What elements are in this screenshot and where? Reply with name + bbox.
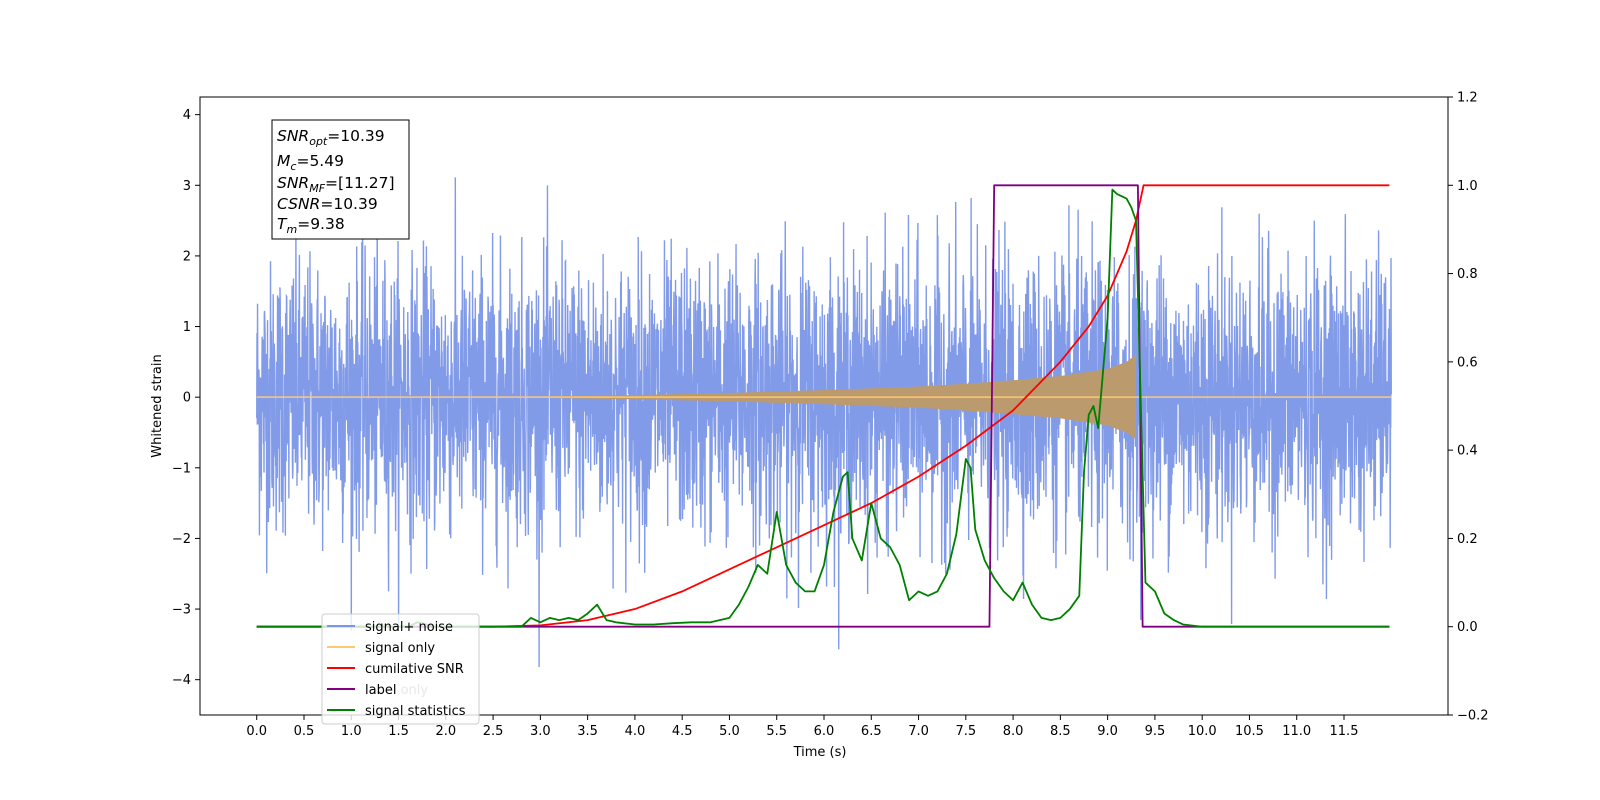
legend-label-signal-statistics: signal statistics	[365, 704, 466, 719]
annotation-box: SNRopt=10.39 Mc=5.49 SNRMF=[11.27] CSNR=…	[271, 119, 410, 240]
legend-label-signal-noise: signal+ noise	[365, 620, 453, 635]
y-right-tick-label: 0.8	[1457, 267, 1478, 282]
x-tick-label: 1.5	[388, 724, 409, 739]
y-left-tick-label: 0	[183, 391, 191, 406]
legend-frame	[321, 613, 480, 725]
y-right-tick-label: −0.2	[1457, 709, 1489, 724]
series-signal-plus-noise	[256, 177, 1392, 668]
y-left-tick-label: −1	[172, 461, 191, 476]
x-tick-label: 3.0	[530, 724, 551, 739]
y-right-tick-label: 1.2	[1457, 91, 1478, 106]
y-left-tick-label: 3	[183, 179, 191, 194]
y-right-tick-label: 0.6	[1457, 355, 1478, 370]
x-tick-label: 10.0	[1188, 724, 1217, 739]
x-tick-label: 2.5	[483, 724, 504, 739]
annotation-mc: Mc=5.49	[277, 152, 344, 173]
x-axis-label: Time (s)	[793, 745, 847, 760]
y-left-tick-label: −4	[172, 673, 191, 688]
cumilative-snr-line	[256, 184, 1390, 628]
label-line	[256, 184, 1390, 628]
y-right-tick-label: 0.4	[1457, 444, 1478, 459]
y-left-tick-label: −2	[172, 532, 191, 547]
legend-label-cumilative-snr: cumilative SNR	[365, 662, 464, 677]
legend-label-label-only: label only	[365, 683, 428, 698]
annotation-snr-mf: SNRMF=[11.27]	[277, 174, 395, 195]
annotation-frame	[271, 119, 410, 240]
annotation-mc-value: 5.49	[309, 152, 344, 170]
x-tick-label: 1.0	[341, 724, 362, 739]
x-tick-label: 2.0	[435, 724, 456, 739]
x-tick-label: 8.5	[1050, 724, 1071, 739]
x-tick-label: 6.0	[814, 724, 835, 739]
y-left-tick-label: 2	[183, 249, 191, 264]
x-tick-label: 11.5	[1330, 724, 1359, 739]
x-axis: 0.0 0.5 1.0 1.5 2.0 2.5 3.0 3.5 4.0 4.5 5.0 5.5 6.0 6…	[246, 715, 1358, 739]
signal-statistics-line	[256, 188, 1390, 628]
annotation-snr-opt-value: 10.39	[340, 127, 384, 145]
y-left-tick-label: −3	[172, 603, 191, 618]
x-tick-label: 4.5	[672, 724, 693, 739]
x-tick-label: 10.5	[1235, 724, 1264, 739]
y-right-tick-label: 0.0	[1457, 620, 1478, 635]
series-cumulative-snr	[256, 184, 1390, 628]
x-tick-label: 8.0	[1003, 724, 1024, 739]
x-tick-label: 11.0	[1282, 724, 1311, 739]
x-tick-label: 4.0	[625, 724, 646, 739]
x-tick-label: 7.0	[908, 724, 929, 739]
y-left-tick-label: 1	[183, 320, 191, 335]
series-label	[256, 184, 1390, 628]
annotation-csnr-value: 10.39	[333, 195, 377, 213]
x-tick-label: 0.5	[294, 724, 315, 739]
noise-line	[256, 177, 1392, 668]
annotation-tm-value: 9.38	[310, 215, 345, 233]
y-axis-label: Whitened strain	[150, 354, 165, 457]
x-tick-label: 5.5	[766, 724, 787, 739]
annotation-snr-opt: SNRopt=10.39	[277, 127, 385, 148]
legend-label-label: label	[365, 683, 396, 698]
x-tick-label: 9.0	[1097, 724, 1118, 739]
x-tick-label: 3.5	[577, 724, 598, 739]
y-right-tick-label: 0.2	[1457, 532, 1478, 547]
series-signal-statistics	[256, 188, 1390, 628]
x-tick-label: 5.0	[719, 724, 740, 739]
x-tick-label: 0.0	[246, 724, 267, 739]
annotation-snr-mf-value: [11.27]	[338, 174, 394, 192]
x-tick-label: 9.5	[1145, 724, 1166, 739]
series-signal-only	[256, 354, 1392, 440]
y-axis-right: −0.2 0.0 0.2 0.4 0.6 0.8 1.0 1.2	[1448, 91, 1489, 724]
y-axis-left: −4 −3 −2 −1 0 1 2 3 4	[172, 108, 200, 688]
plot-area	[256, 177, 1392, 668]
x-tick-label: 6.5	[861, 724, 882, 739]
legend-label-signal-only: signal only	[365, 641, 435, 656]
y-right-tick-label: 1.0	[1457, 179, 1478, 194]
legend: label only signal+ noise signal only cumila…	[321, 613, 480, 725]
y-left-tick-label: 4	[183, 108, 191, 123]
x-tick-label: 7.5	[955, 724, 976, 739]
annotation-csnr: CSNR=10.39	[277, 195, 378, 213]
annotation-tm: Tm=9.38	[277, 215, 345, 236]
